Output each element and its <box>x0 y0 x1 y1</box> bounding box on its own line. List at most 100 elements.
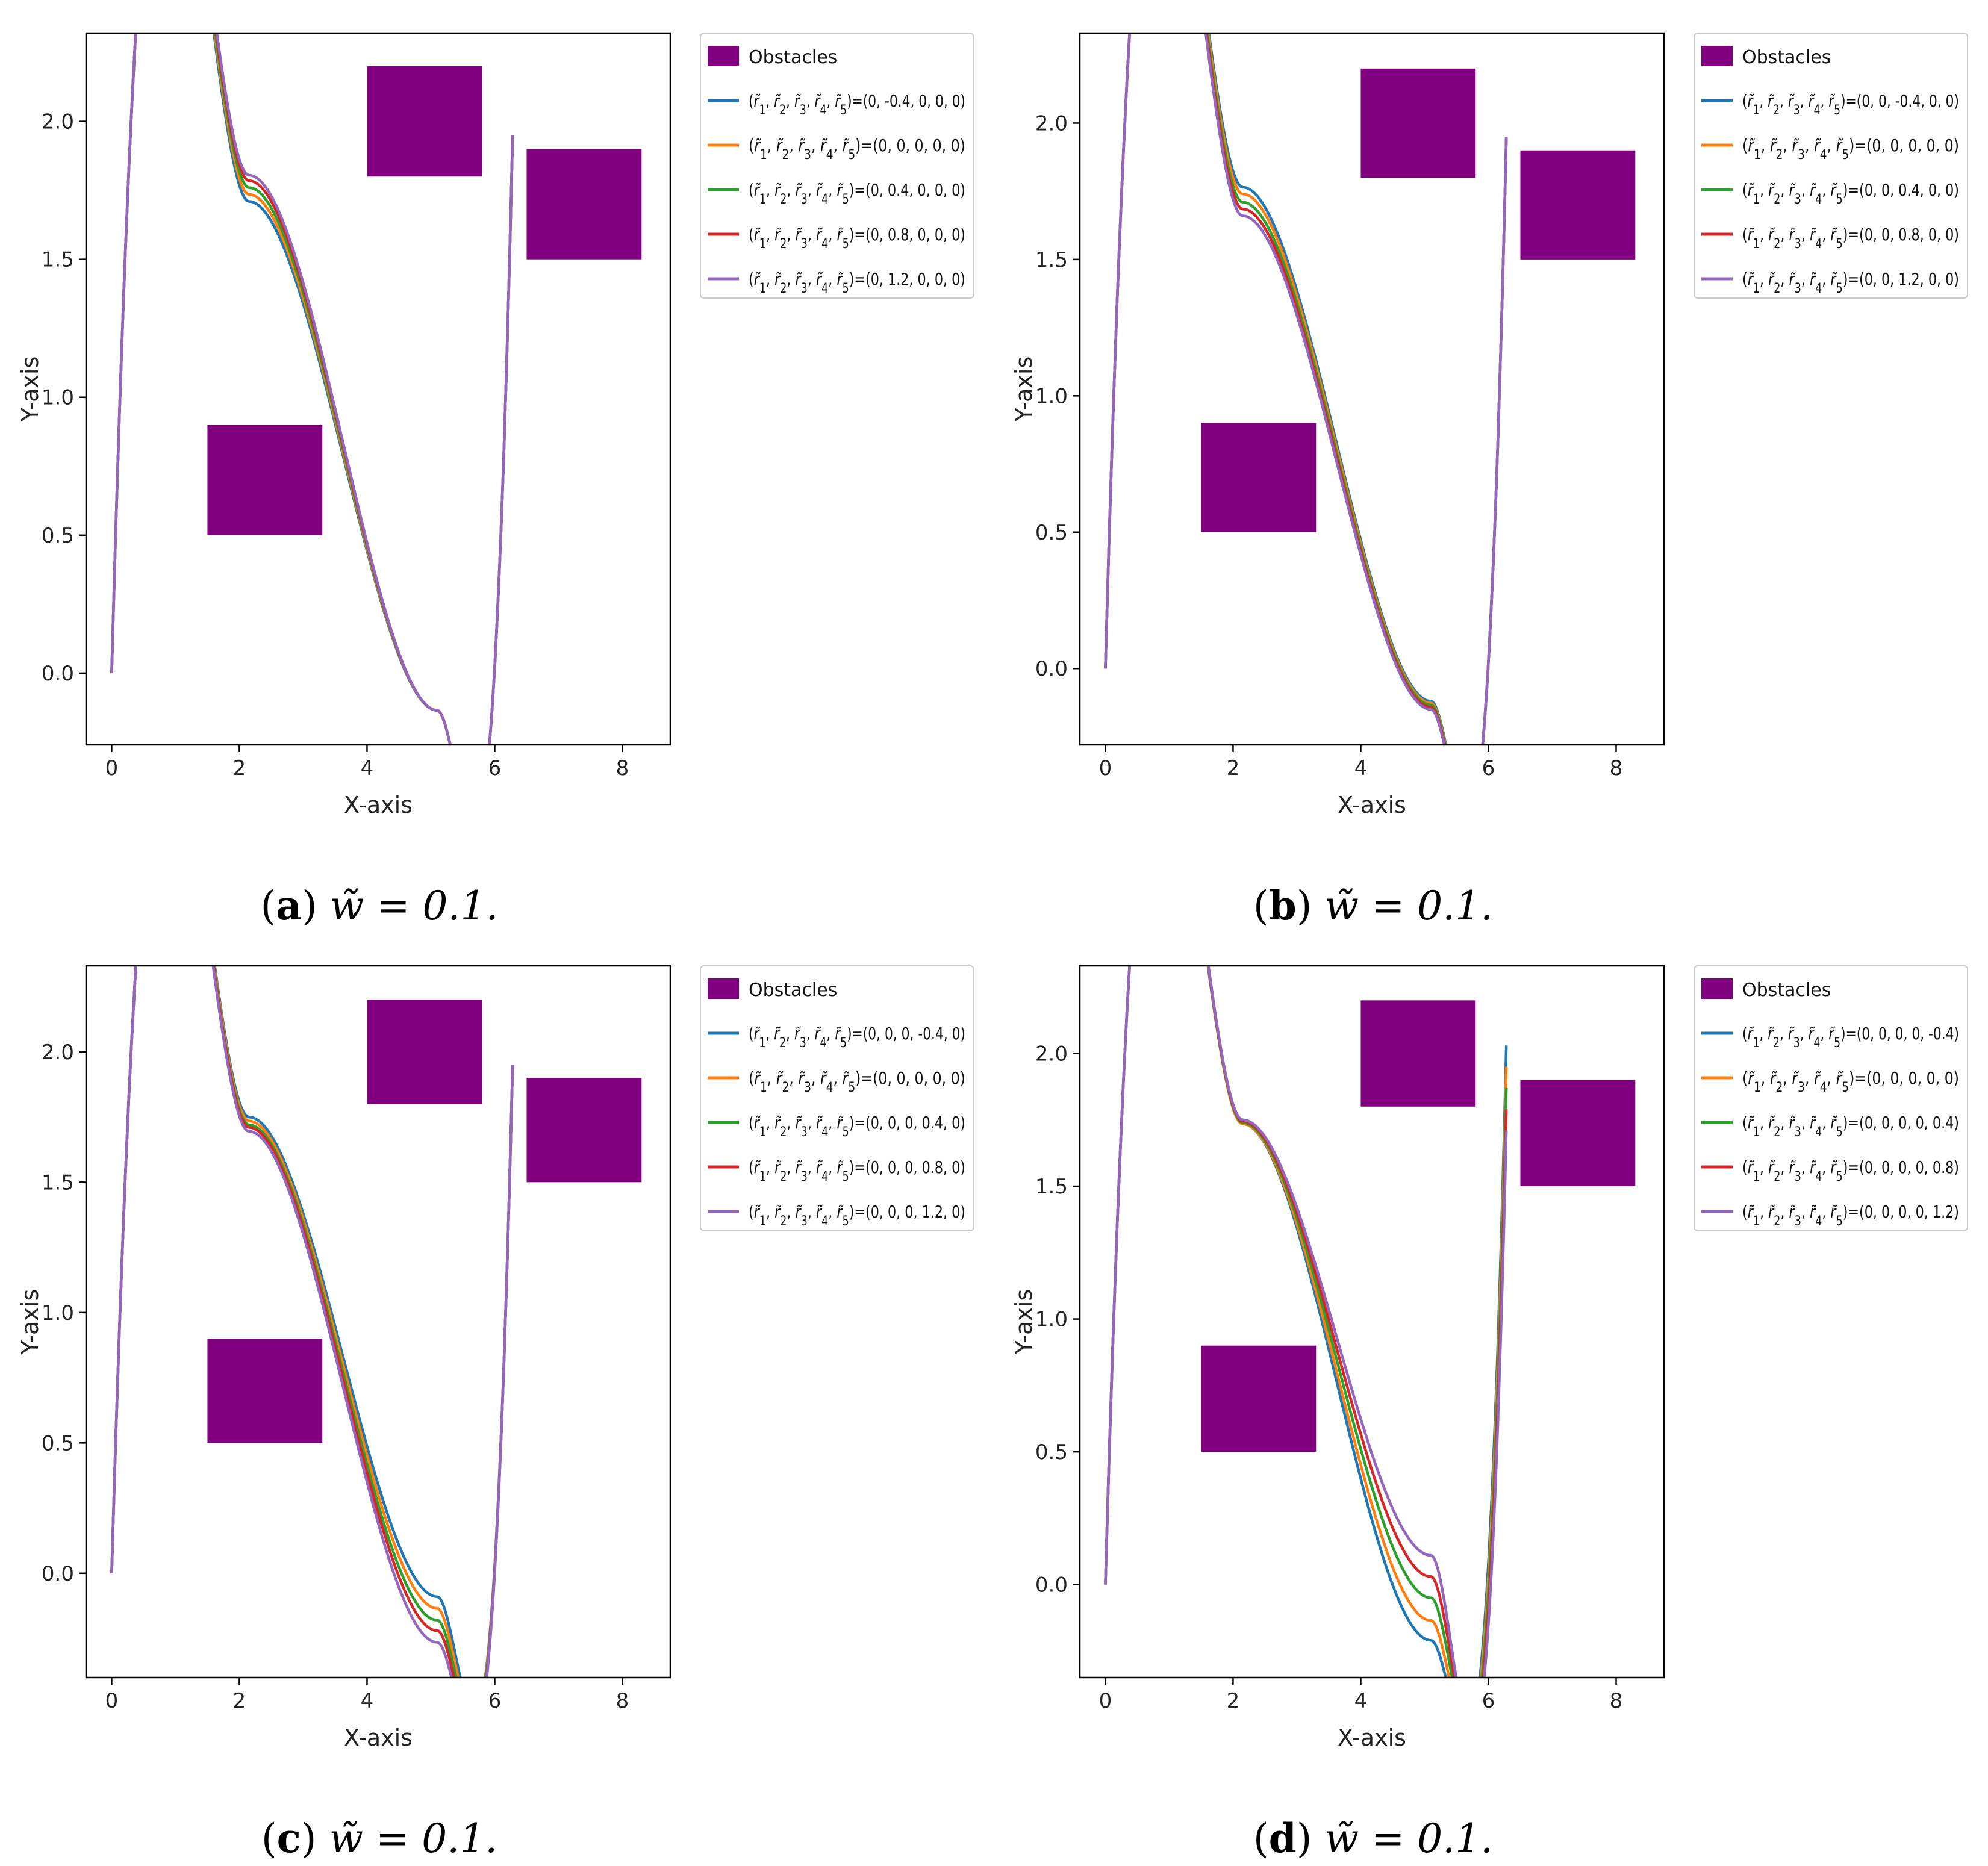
legend-obstacle-label: Obstacles <box>1742 47 1831 68</box>
legend-label-4: (r̃1, r̃2, r̃3, r̃4, r̃5)=(0, 0.8, 0, 0,… <box>749 225 965 252</box>
legend-box <box>1694 965 1968 1231</box>
y-axis-label: Y-axis <box>1011 356 1037 423</box>
y-tick-label: 1.5 <box>42 248 74 272</box>
panel-c: 0 2 4 6 8 0.0 0.5 1.0 1.5 2.0 X-axis Y-axis Obstacle… <box>0 933 994 1865</box>
obstacle-rect <box>1201 423 1317 532</box>
legend-label-5: (r̃1, r̃2, r̃3, r̃4, r̃5)=(0, 0, 0, 0, 1… <box>1742 1202 1959 1229</box>
obstacle-rect <box>1201 1345 1317 1452</box>
obstacle-rect <box>207 1339 323 1443</box>
legend-label-1: (r̃1, r̃2, r̃3, r̃4, r̃5)=(0, 0, -0.4, 0… <box>1742 91 1959 118</box>
legend-label-5: (r̃1, r̃2, r̃3, r̃4, r̃5)=(0, 1.2, 0, 0,… <box>749 269 965 296</box>
legend-label-4: (r̃1, r̃2, r̃3, r̃4, r̃5)=(0, 0, 0.8, 0,… <box>1742 225 1959 252</box>
series-line-1 <box>110 966 514 1678</box>
chart-a: 0 2 4 6 8 0.0 0.5 1.0 1.5 2.0 X-axis Y-axis Obstacle… <box>17 32 974 818</box>
x-tick-label: 0 <box>1099 756 1112 780</box>
obstacle-rect <box>1360 1000 1476 1107</box>
caption-b-equation: w̃ = 0.1. <box>1324 883 1494 929</box>
x-tick-label: 8 <box>1610 1689 1623 1713</box>
legend-label-1: (r̃1, r̃2, r̃3, r̃4, r̃5)=(0, 0, 0, 0, -… <box>1742 1024 1959 1051</box>
legend-label-2: (r̃1, r̃2, r̃3, r̃4, r̃5)=(0, 0, 0, 0, 0… <box>1742 135 1959 163</box>
series-line-5 <box>110 966 514 1678</box>
legend-obstacle-label: Obstacles <box>1742 980 1831 1001</box>
legend-label-3: (r̃1, r̃2, r̃3, r̃4, r̃5)=(0, 0.4, 0, 0,… <box>749 180 965 207</box>
y-tick-label: 1.0 <box>42 1301 74 1325</box>
x-tick-label: 6 <box>488 1689 502 1713</box>
x-tick-label: 8 <box>1610 756 1623 780</box>
obstacle-rect <box>526 1078 642 1183</box>
y-tick-label: 0.0 <box>1035 1573 1068 1597</box>
series-line-4 <box>110 966 514 1678</box>
plot-area <box>110 966 642 1678</box>
legend-label-2: (r̃1, r̃2, r̃3, r̃4, r̃5)=(0, 0, 0, 0, 0… <box>1742 1068 1959 1095</box>
x-tick-label: 4 <box>1354 756 1368 780</box>
caption-c-equation: w̃ = 0.1. <box>329 1815 498 1862</box>
legend: Obstacles (r̃1, r̃2, r̃3, r̃4, r̃5)=(0, 0… <box>1694 965 1968 1231</box>
chart-d: 0 2 4 6 8 0.0 0.5 1.0 1.5 2.0 X-axis Y-axis Obstacle… <box>1011 965 1968 1751</box>
caption-c: (c) w̃ = 0.1. <box>261 1815 498 1862</box>
panel-b: 0 2 4 6 8 0.0 0.5 1.0 1.5 2.0 X-axis Y-axis Obstacle… <box>994 0 1987 933</box>
panel-d: 0 2 4 6 8 0.0 0.5 1.0 1.5 2.0 X-axis Y-axis Obstacle… <box>994 933 1987 1865</box>
series-line-2 <box>1104 966 1508 1678</box>
y-tick-label: 1.5 <box>42 1171 74 1195</box>
axes-frame <box>85 32 671 746</box>
legend-obstacle-swatch <box>708 978 739 999</box>
legend-label-2: (r̃1, r̃2, r̃3, r̃4, r̃5)=(0, 0, 0, 0, 0… <box>749 135 965 163</box>
legend-box <box>1694 33 1968 299</box>
plot-area <box>1104 33 1636 745</box>
panel-a: 0 2 4 6 8 0.0 0.5 1.0 1.5 2.0 X-axis Y-axis Obstacle… <box>0 0 994 933</box>
x-axis-label: X-axis <box>1338 1724 1406 1751</box>
y-tick-label: 1.0 <box>42 386 74 410</box>
x-tick-label: 6 <box>1482 756 1495 780</box>
caption-a-equation: w̃ = 0.1. <box>329 883 499 929</box>
x-tick-label: 6 <box>1482 1689 1495 1713</box>
y-axis-label: Y-axis <box>17 1289 43 1355</box>
x-tick-label: 4 <box>361 1689 374 1713</box>
caption-d: (d) w̃ = 0.1. <box>1253 1815 1494 1862</box>
x-tick-label: 0 <box>105 756 119 780</box>
x-tick-label: 2 <box>233 756 246 780</box>
y-tick-label: 0.5 <box>42 524 74 548</box>
legend-obstacle-label: Obstacles <box>749 980 837 1001</box>
obstacle-rect <box>1520 1080 1636 1187</box>
legend-label-4: (r̃1, r̃2, r̃3, r̃4, r̃5)=(0, 0, 0, 0.8,… <box>749 1157 965 1184</box>
x-tick-label: 4 <box>361 756 374 780</box>
y-tick-label: 2.0 <box>42 110 74 134</box>
legend-obstacle-swatch <box>1701 46 1733 66</box>
legend-label-3: (r̃1, r̃2, r̃3, r̃4, r̃5)=(0, 0, 0, 0.4,… <box>749 1113 965 1140</box>
obstacle-rect <box>1520 150 1636 260</box>
x-tick-label: 2 <box>233 1689 246 1713</box>
series-line-3 <box>110 966 514 1678</box>
y-tick-label: 0.5 <box>1035 521 1068 545</box>
y-tick-label: 2.0 <box>42 1040 74 1065</box>
x-tick-label: 0 <box>1099 1689 1112 1713</box>
y-tick-label: 0.0 <box>42 1562 74 1586</box>
x-tick-label: 0 <box>105 1689 119 1713</box>
legend-label-3: (r̃1, r̃2, r̃3, r̃4, r̃5)=(0, 0, 0.4, 0,… <box>1742 180 1959 207</box>
x-axis-label: X-axis <box>1338 792 1406 818</box>
legend: Obstacles (r̃1, r̃2, r̃3, r̃4, r̃5)=(0, -… <box>700 33 974 299</box>
axes-frame <box>1079 965 1665 1679</box>
y-tick-label: 0.0 <box>1035 657 1068 681</box>
y-tick-label: 0.5 <box>42 1431 74 1455</box>
chart-c: 0 2 4 6 8 0.0 0.5 1.0 1.5 2.0 X-axis Y-axis Obstacle… <box>17 965 974 1751</box>
series-line-3 <box>1104 966 1508 1678</box>
series-line-1 <box>1104 966 1508 1678</box>
y-tick-label: 2.0 <box>1035 1042 1068 1066</box>
chart-b: 0 2 4 6 8 0.0 0.5 1.0 1.5 2.0 X-axis Y-axis Obstacle… <box>1011 32 1968 818</box>
obstacle-rect <box>207 425 323 535</box>
y-axis-label: Y-axis <box>17 356 43 423</box>
axes-frame <box>1079 32 1665 746</box>
y-tick-label: 0.0 <box>42 662 74 686</box>
legend-box <box>700 965 974 1231</box>
series-line-5 <box>1104 33 1508 745</box>
caption-a: (a) w̃ = 0.1. <box>260 882 499 929</box>
legend-label-5: (r̃1, r̃2, r̃3, r̃4, r̃5)=(0, 0, 0, 1.2,… <box>749 1202 965 1229</box>
axes-frame <box>85 965 671 1679</box>
x-axis-label: X-axis <box>344 792 413 818</box>
y-axis-label: Y-axis <box>1011 1289 1037 1355</box>
plot-area <box>110 33 642 745</box>
legend-label-5: (r̃1, r̃2, r̃3, r̃4, r̃5)=(0, 0, 1.2, 0,… <box>1742 269 1959 296</box>
caption-b: (b) w̃ = 0.1. <box>1253 882 1494 929</box>
y-tick-label: 1.5 <box>1035 248 1068 272</box>
